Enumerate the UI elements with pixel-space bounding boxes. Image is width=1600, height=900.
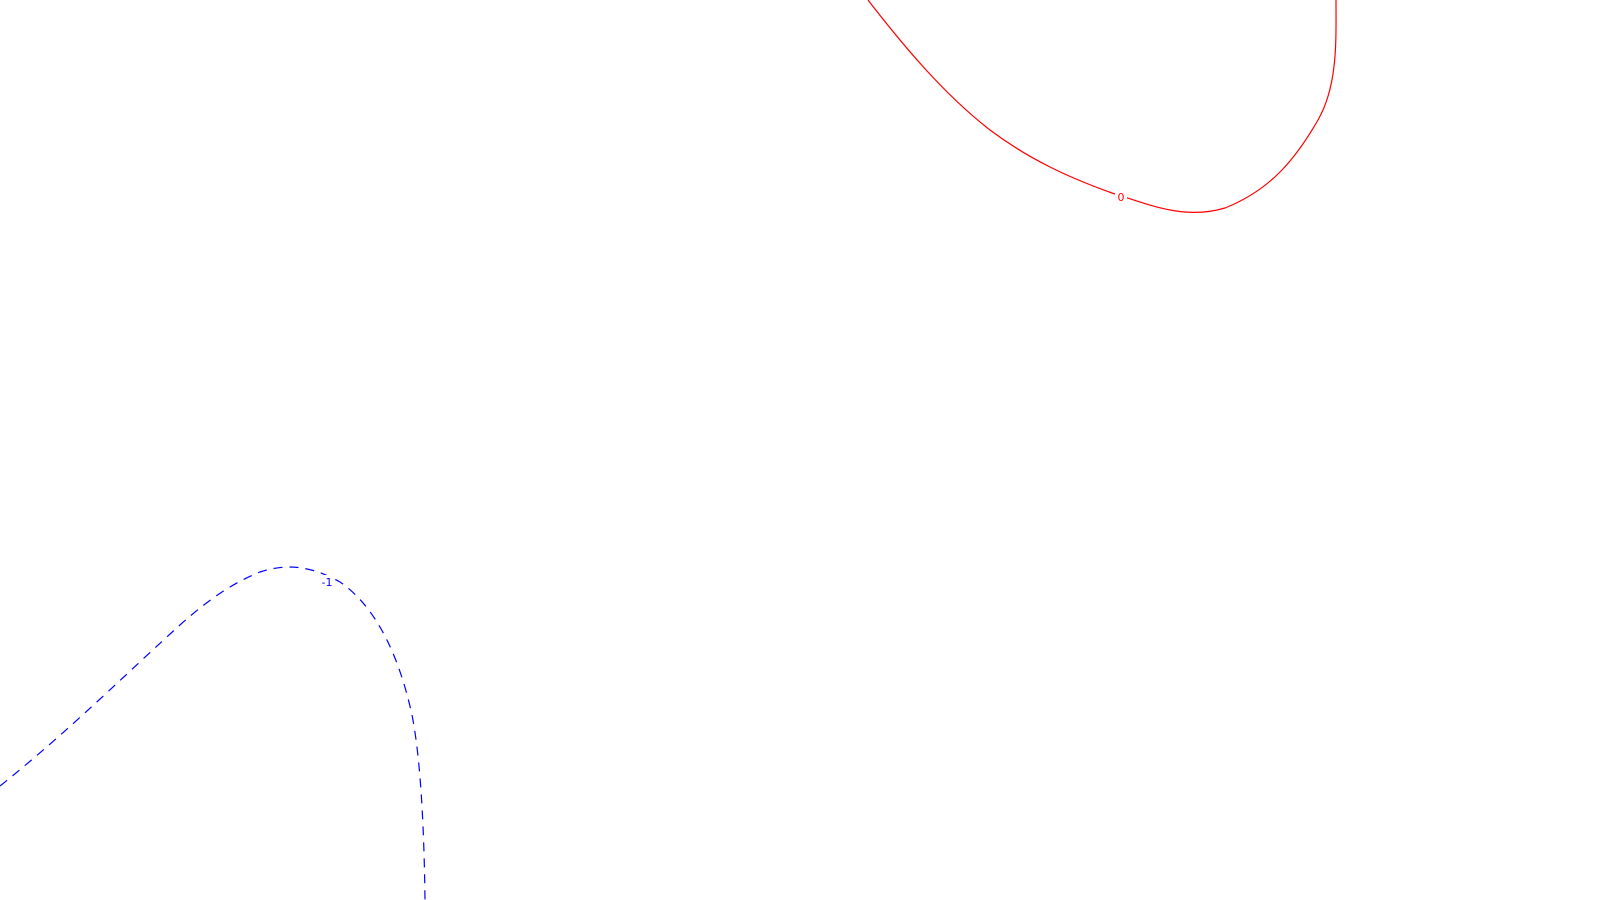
- contour-label-level-0-background: [1115, 190, 1127, 202]
- contour-label-level-minus-1-background: [319, 575, 335, 588]
- contour-line-level-minus-1: [0, 566, 426, 900]
- contour-label-level-minus-1: -1: [322, 576, 333, 589]
- contour-label-level-0: 0: [1118, 191, 1125, 204]
- contour-line-level-0: [867, 0, 1337, 214]
